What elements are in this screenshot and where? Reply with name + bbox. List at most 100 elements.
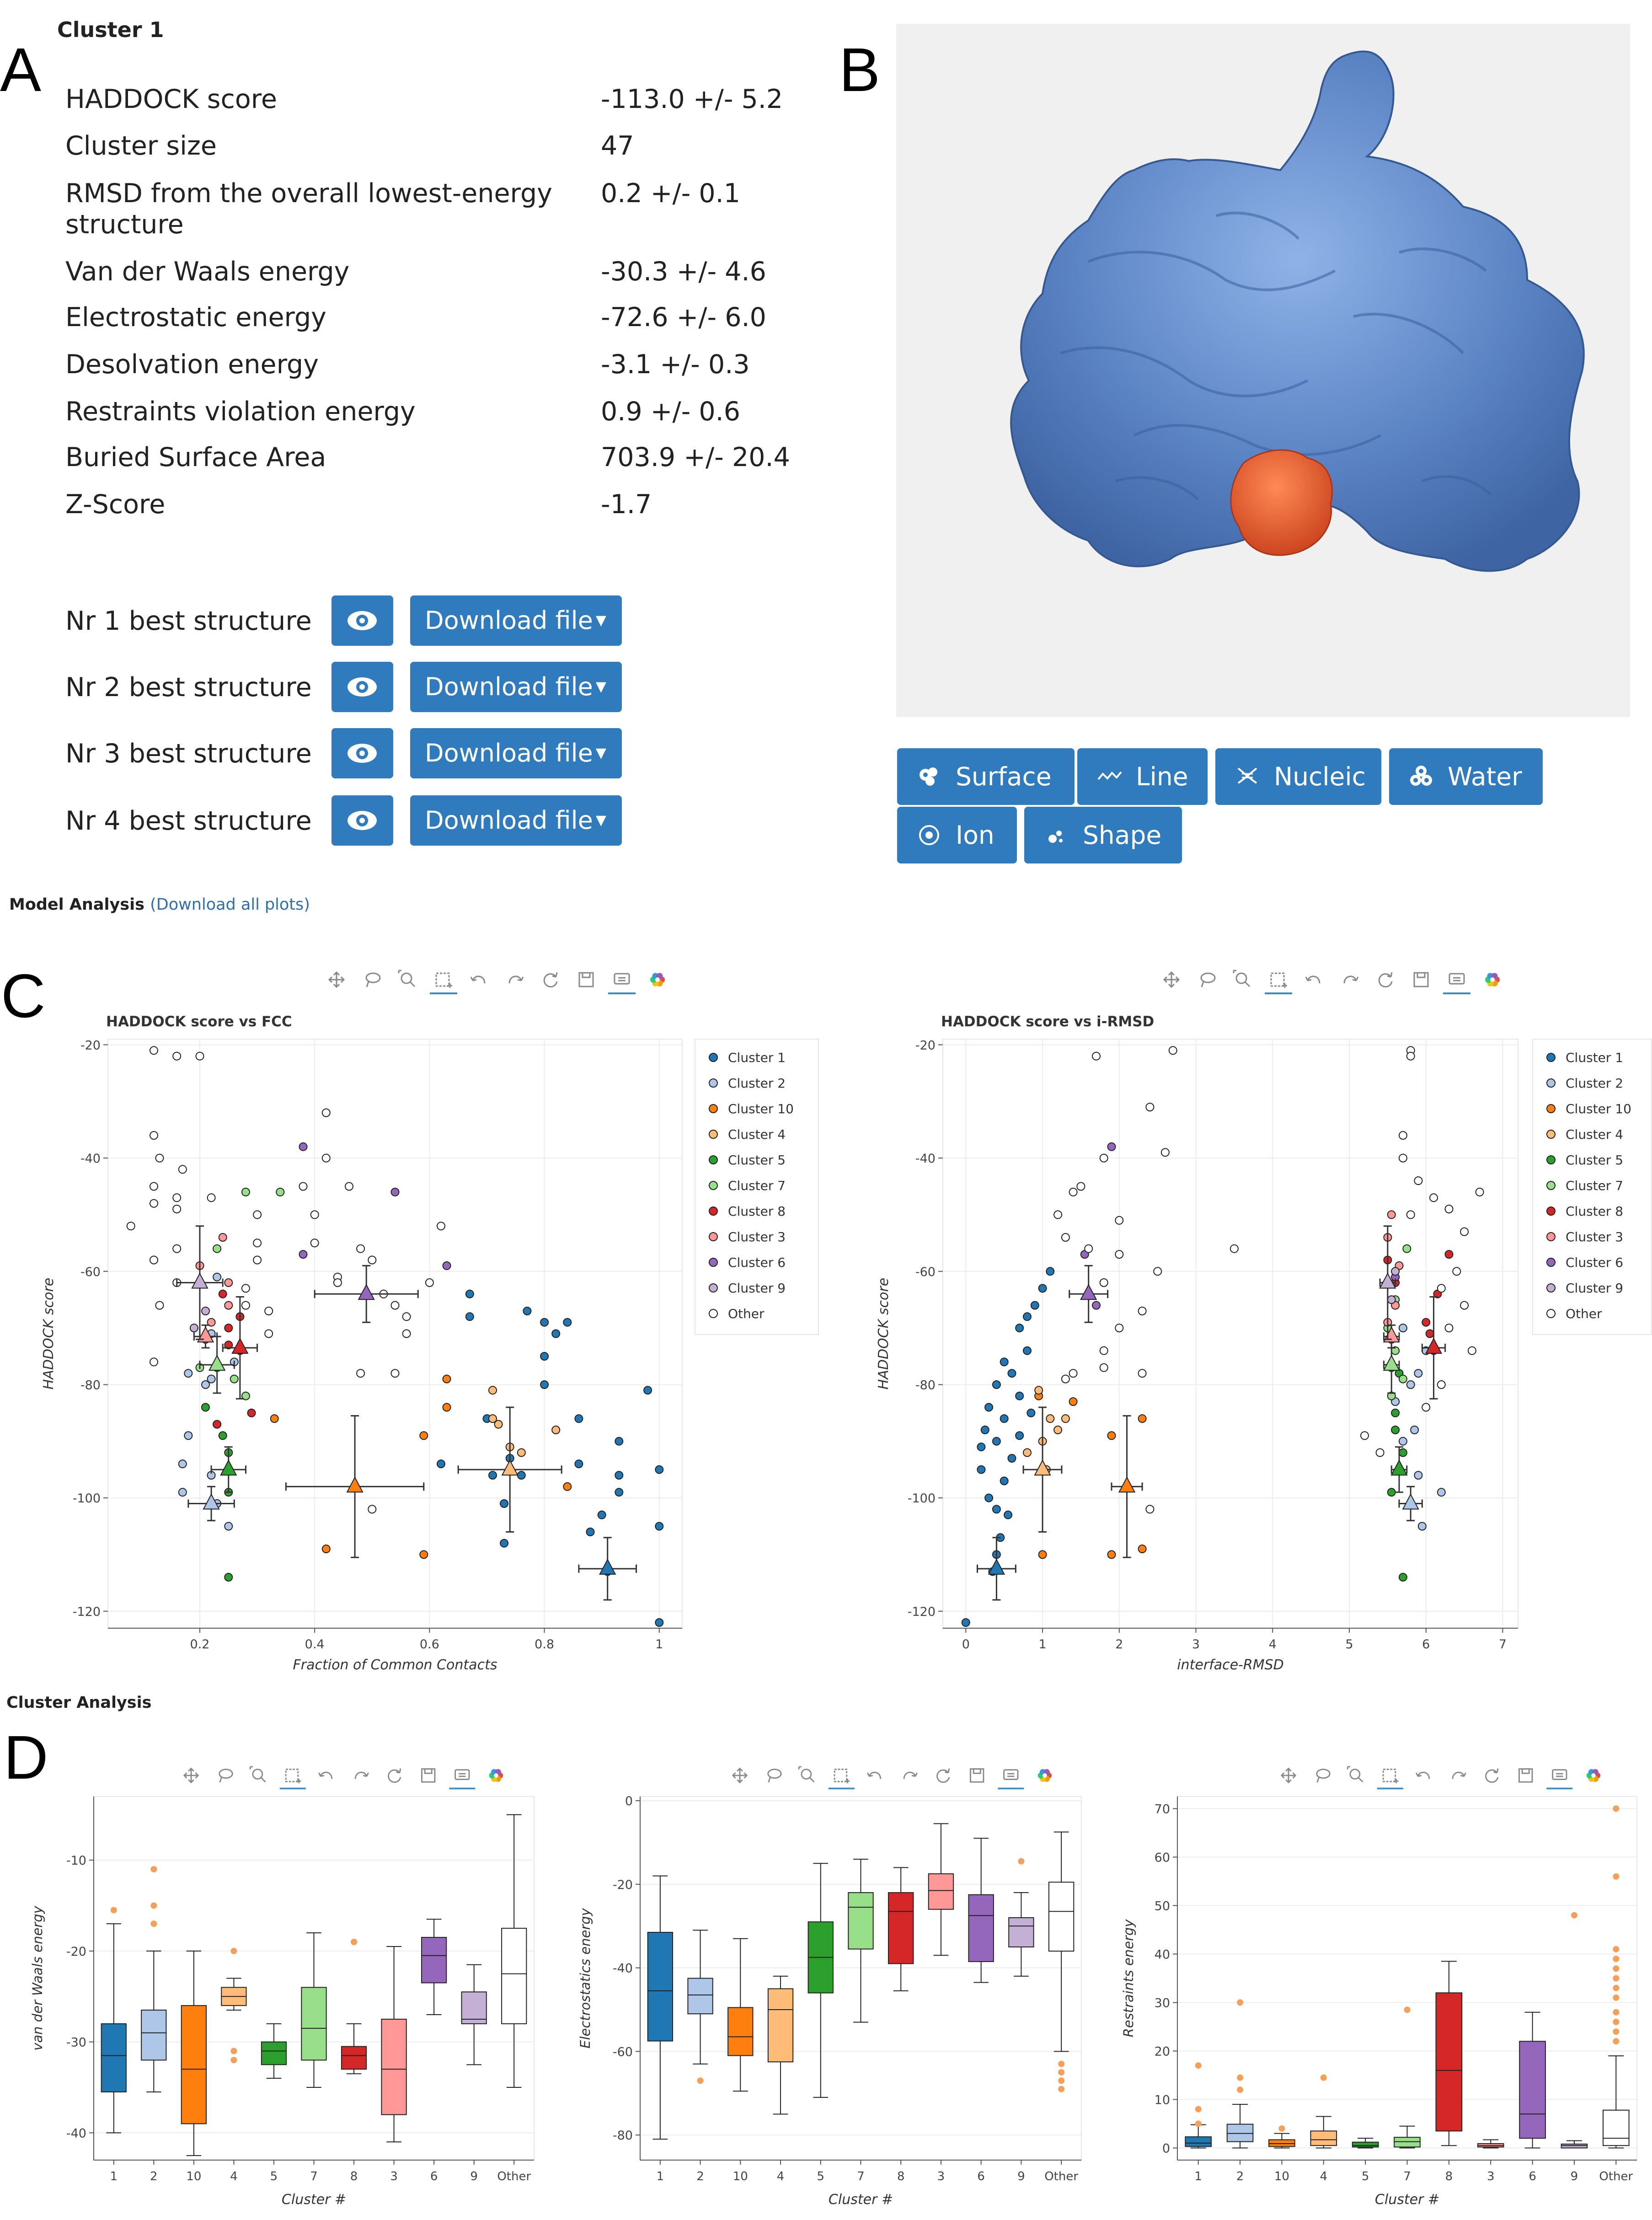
line-button[interactable]: Line: [1077, 748, 1208, 805]
data-point: [1015, 1391, 1024, 1400]
download-all-plots-link[interactable]: Download all plots: [156, 896, 304, 914]
save-icon[interactable]: [1518, 1768, 1533, 1783]
legend-label: Cluster 8: [1566, 1204, 1623, 1219]
save-icon[interactable]: [421, 1768, 436, 1783]
data-point: [1061, 1233, 1070, 1242]
stat-value-desolvation: -3.1 +/- 0.3: [601, 349, 750, 380]
redo-icon[interactable]: [508, 976, 524, 984]
data-point: [586, 1528, 595, 1536]
legend-label: Cluster 9: [728, 1281, 786, 1296]
shape-button[interactable]: Shape: [1024, 807, 1182, 863]
x-tick-label: 0.2: [190, 1637, 209, 1652]
data-point: [1107, 1550, 1116, 1559]
nucleic-button[interactable]: Nucleic: [1215, 748, 1381, 805]
data-point: [1007, 1454, 1016, 1463]
view-structure-button[interactable]: [331, 728, 393, 778]
lasso-icon[interactable]: [1200, 972, 1216, 987]
box-select-icon[interactable]: [828, 1769, 855, 1790]
save-icon[interactable]: [578, 972, 594, 987]
box-select-icon[interactable]: [1265, 972, 1292, 994]
hover-icon[interactable]: [449, 1769, 476, 1790]
ion-button[interactable]: Ion: [897, 807, 1017, 863]
data-point: [1000, 1357, 1009, 1367]
reset-icon[interactable]: [1378, 972, 1393, 988]
bokeh-logo-icon[interactable]: [650, 973, 665, 987]
box: [341, 2046, 367, 2070]
zoom-icon[interactable]: [1233, 970, 1251, 987]
hover-icon[interactable]: [1443, 973, 1470, 994]
redo-icon[interactable]: [354, 1771, 369, 1779]
download-file-button[interactable]: Download file ▼: [410, 728, 622, 778]
lasso-icon[interactable]: [365, 972, 381, 987]
download-file-button[interactable]: Download file ▼: [410, 595, 622, 646]
centroid-marker: [988, 1558, 1005, 1575]
reset-icon[interactable]: [543, 972, 558, 988]
reset-icon[interactable]: [936, 1768, 950, 1783]
zoom-icon[interactable]: [1347, 1766, 1363, 1783]
undo-icon[interactable]: [318, 1771, 333, 1779]
x-tick-label: Other: [1044, 2170, 1078, 2183]
data-point: [984, 1493, 994, 1502]
box-select-icon[interactable]: [1377, 1769, 1403, 1790]
data-point: [1034, 1386, 1043, 1395]
legend-swatch: [709, 1258, 718, 1267]
legend-swatch: [1546, 1053, 1556, 1062]
pan-icon[interactable]: [183, 1767, 199, 1784]
hover-icon[interactable]: [1546, 1769, 1573, 1790]
chart-title: HADDOCK score vs i-RMSD: [941, 1013, 1154, 1030]
pan-icon[interactable]: [1280, 1767, 1297, 1784]
bokeh-logo-icon[interactable]: [489, 1769, 503, 1782]
bokeh-logo-icon[interactable]: [1037, 1769, 1052, 1782]
undo-icon[interactable]: [1416, 1771, 1430, 1779]
outlier-point: [1613, 1873, 1620, 1880]
data-point: [1414, 1176, 1423, 1185]
lasso-icon[interactable]: [1316, 1769, 1331, 1783]
legend-swatch: [1546, 1181, 1556, 1190]
hover-icon[interactable]: [608, 973, 636, 994]
pan-icon[interactable]: [732, 1767, 748, 1784]
redo-icon[interactable]: [903, 1771, 918, 1779]
reset-icon[interactable]: [1485, 1768, 1499, 1783]
save-icon[interactable]: [970, 1768, 984, 1783]
y-tick-label: -60: [80, 1265, 101, 1279]
reset-icon[interactable]: [388, 1768, 401, 1783]
bokeh-logo-icon[interactable]: [1485, 973, 1500, 987]
hover-icon[interactable]: [998, 1769, 1024, 1790]
redo-icon[interactable]: [1452, 1771, 1466, 1779]
view-structure-button[interactable]: [331, 595, 393, 646]
data-point: [551, 1329, 561, 1338]
view-structure-button[interactable]: [331, 795, 393, 846]
lasso-icon[interactable]: [219, 1769, 233, 1783]
box-select-icon[interactable]: [279, 1769, 306, 1790]
data-point: [218, 1289, 227, 1298]
outlier-point: [1613, 1975, 1620, 1982]
data-point: [299, 1250, 308, 1259]
box-select-icon[interactable]: [430, 972, 457, 994]
download-file-button[interactable]: Download file ▼: [410, 795, 622, 846]
bokeh-logo-icon[interactable]: [1586, 1769, 1601, 1782]
box: [1310, 2130, 1337, 2146]
download-file-button[interactable]: Download file ▼: [410, 662, 622, 712]
save-icon[interactable]: [1413, 972, 1429, 987]
x-tick-label: 6: [1529, 2170, 1536, 2183]
outlier-point: [1018, 1858, 1025, 1865]
pan-icon[interactable]: [328, 971, 345, 988]
lasso-icon[interactable]: [767, 1769, 782, 1783]
undo-icon[interactable]: [1305, 976, 1321, 984]
undo-icon[interactable]: [470, 976, 486, 984]
data-point: [241, 1284, 250, 1293]
redo-icon[interactable]: [1343, 976, 1359, 984]
model-analysis-heading: Model Analysis (Download all plots): [9, 896, 310, 914]
zoom-icon[interactable]: [398, 970, 416, 987]
view-structure-button[interactable]: [331, 662, 393, 712]
molecule-viewer[interactable]: [896, 24, 1630, 717]
data-point: [551, 1426, 561, 1434]
water-button[interactable]: Water: [1389, 748, 1543, 805]
undo-icon[interactable]: [867, 1771, 882, 1779]
data-point: [488, 1414, 497, 1423]
zoom-icon[interactable]: [249, 1766, 266, 1783]
data-point: [201, 1403, 210, 1412]
pan-icon[interactable]: [1163, 971, 1180, 988]
surface-button[interactable]: Surface: [897, 748, 1075, 805]
zoom-icon[interactable]: [798, 1766, 815, 1783]
